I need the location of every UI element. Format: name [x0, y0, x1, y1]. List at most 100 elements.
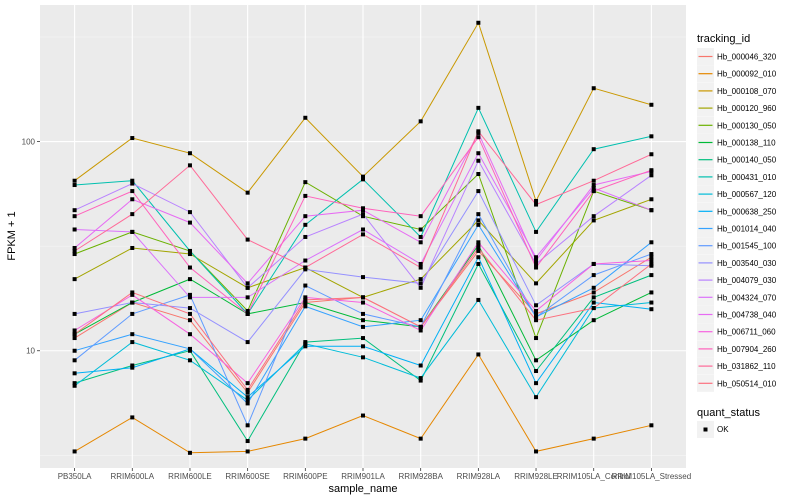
- data-point: [649, 208, 654, 213]
- x-tick-label: RRIM928LE: [514, 472, 558, 481]
- data-point: [649, 134, 654, 139]
- data-point: [649, 273, 654, 278]
- data-point: [245, 237, 250, 242]
- data-point: [361, 227, 365, 232]
- data-point: [72, 328, 77, 333]
- data-point: [649, 197, 654, 202]
- legend-label: Hb_031862_110: [717, 362, 776, 371]
- data-point: [476, 255, 481, 260]
- data-point: [476, 105, 481, 110]
- data-point: [303, 222, 308, 227]
- data-point: [418, 119, 423, 124]
- data-point: [303, 234, 308, 239]
- data-point: [534, 281, 539, 286]
- legend-label: Hb_050514_010: [717, 379, 777, 388]
- legend-label: Hb_001545_100: [717, 242, 777, 251]
- data-point: [245, 449, 250, 454]
- data-point: [591, 183, 596, 188]
- data-point: [476, 158, 481, 163]
- legend-label: Hb_004738_040: [717, 311, 777, 320]
- data-point: [245, 401, 250, 406]
- data-point: [187, 295, 192, 300]
- data-point: [303, 297, 308, 302]
- data-point: [187, 332, 192, 337]
- legend-label: Hb_000120_960: [717, 104, 777, 113]
- data-point: [361, 318, 365, 323]
- data-point: [534, 265, 539, 270]
- data-point: [72, 245, 77, 250]
- legend-label: Hb_003540_030: [717, 259, 777, 268]
- data-point: [649, 423, 654, 428]
- data-point: [649, 102, 654, 107]
- data-point: [591, 178, 596, 183]
- data-point: [130, 189, 135, 194]
- data-point: [303, 180, 308, 185]
- x-tick-label: RRIM928LA: [457, 472, 501, 481]
- data-point: [476, 218, 481, 223]
- y-axis-title: FPKM + 1: [6, 211, 18, 260]
- data-point: [591, 189, 596, 194]
- legend-label: Hb_006711_060: [717, 328, 776, 337]
- data-point: [245, 311, 250, 316]
- data-point: [476, 129, 481, 134]
- data-point: [361, 174, 365, 179]
- data-point: [591, 186, 596, 191]
- data-point: [649, 173, 654, 178]
- data-point: [476, 135, 481, 140]
- data-point: [187, 318, 192, 323]
- data-point: [72, 178, 77, 183]
- data-point: [72, 383, 77, 388]
- data-point: [534, 258, 539, 263]
- legend-title-tracking-id: tracking_id: [697, 33, 750, 45]
- data-point: [303, 265, 308, 270]
- data-point: [476, 352, 481, 357]
- data-point: [303, 115, 308, 120]
- data-point: [72, 252, 77, 257]
- data-point: [476, 245, 481, 250]
- data-point: [534, 395, 539, 400]
- data-point: [476, 172, 481, 177]
- data-point: [187, 151, 192, 156]
- data-point: [591, 300, 596, 305]
- x-tick-label: RRIM901LA: [341, 472, 385, 481]
- data-point: [187, 450, 192, 455]
- data-point: [303, 283, 308, 288]
- data-point: [303, 214, 308, 219]
- data-point: [130, 415, 135, 420]
- data-point: [130, 340, 135, 345]
- legend-label: Hb_000130_050: [717, 121, 777, 130]
- data-point: [591, 306, 596, 311]
- data-point: [476, 151, 481, 156]
- data-point: [476, 189, 481, 194]
- legend-label: Hb_000567_120: [717, 190, 777, 199]
- data-point: [130, 311, 135, 316]
- data-point: [187, 210, 192, 215]
- data-point: [245, 381, 250, 386]
- data-point: [130, 197, 135, 202]
- legend-label: Hb_000046_320: [717, 53, 777, 62]
- data-point: [649, 290, 654, 295]
- data-point: [187, 346, 192, 351]
- x-tick-label: RRIM928BA: [398, 472, 443, 481]
- data-point: [187, 358, 192, 363]
- data-point: [303, 304, 308, 309]
- data-point: [303, 436, 308, 441]
- data-point: [130, 181, 135, 186]
- data-point: [72, 358, 77, 363]
- y-tick-label: 10: [26, 347, 35, 356]
- data-point: [72, 348, 77, 353]
- data-point: [591, 318, 596, 323]
- data-point: [534, 308, 539, 313]
- data-point: [187, 248, 192, 253]
- data-point: [130, 290, 135, 295]
- data-point: [130, 363, 135, 368]
- data-point: [534, 369, 539, 374]
- data-point: [245, 281, 250, 286]
- data-point: [591, 147, 596, 152]
- data-point: [72, 371, 77, 376]
- data-point: [245, 295, 250, 300]
- data-point: [130, 178, 135, 183]
- data-point: [187, 265, 192, 270]
- data-point: [361, 206, 365, 211]
